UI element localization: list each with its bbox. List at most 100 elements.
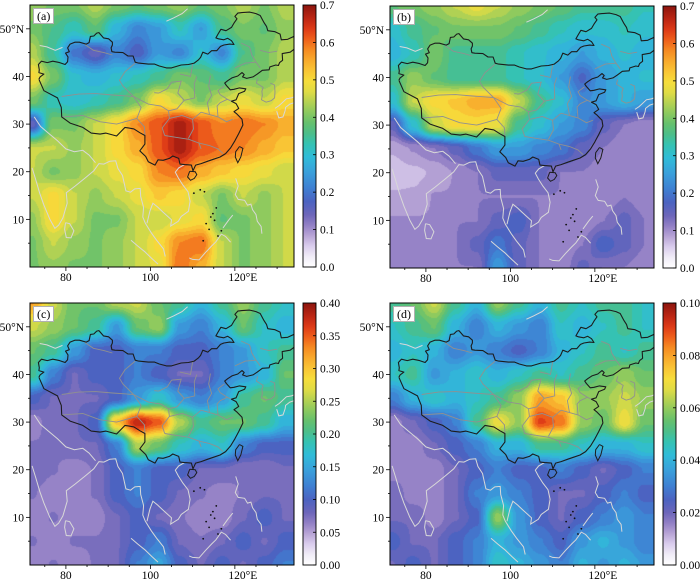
plot-frame <box>389 5 655 269</box>
svg-text:20: 20 <box>373 168 385 180</box>
china-outline <box>397 309 654 470</box>
axes <box>26 326 278 569</box>
svg-text:0.1: 0.1 <box>320 225 335 237</box>
svg-text:40: 40 <box>13 369 25 381</box>
colorbar: 0.0 0.1 0.2 0.3 0.4 0.5 0.6 0.7 <box>302 0 335 274</box>
axis-labels: 80 100 120°E 50°N 40 30 20 10 <box>360 322 618 582</box>
svg-text:0.3: 0.3 <box>680 151 695 163</box>
svg-text:40: 40 <box>373 369 385 381</box>
svg-text:0.05: 0.05 <box>320 527 340 539</box>
svg-text:50°N: 50°N <box>0 322 25 334</box>
map-borders <box>391 9 654 266</box>
svg-text:0.7: 0.7 <box>680 1 695 13</box>
svg-text:10: 10 <box>373 512 385 524</box>
axes <box>386 326 638 569</box>
svg-text:0.04: 0.04 <box>680 455 700 467</box>
panel-b: 80 100 120°E 50°N 40 30 20 10 0.0 0.1 0.2 0.3 0.4 0.5… <box>350 0 700 292</box>
svg-text:120°E: 120°E <box>588 273 617 285</box>
svg-text:80: 80 <box>60 570 72 582</box>
svg-text:10: 10 <box>13 214 25 226</box>
panel-label-a: (a) <box>33 8 55 24</box>
svg-text:100: 100 <box>142 272 160 284</box>
island-specks <box>552 189 583 243</box>
map-borders <box>391 306 654 563</box>
svg-text:100: 100 <box>502 570 520 582</box>
svg-text:50°N: 50°N <box>360 25 385 37</box>
svg-text:0.0: 0.0 <box>680 263 695 275</box>
svg-text:80: 80 <box>420 273 432 285</box>
svg-text:0.40: 0.40 <box>320 298 340 310</box>
svg-text:20: 20 <box>13 465 25 477</box>
svg-text:0.3: 0.3 <box>320 150 335 162</box>
svg-text:80: 80 <box>420 570 432 582</box>
svg-text:50°N: 50°N <box>0 24 25 36</box>
svg-text:0.15: 0.15 <box>320 462 340 474</box>
svg-text:0.4: 0.4 <box>320 112 335 124</box>
svg-text:0.08: 0.08 <box>680 350 700 362</box>
panel-d: 80 100 120°E 50°N 40 30 20 10 0.00 0.02 0.04 0.06 0.… <box>350 292 700 584</box>
island-specks <box>552 486 583 540</box>
svg-text:0.25: 0.25 <box>320 396 340 408</box>
svg-text:40: 40 <box>373 72 385 84</box>
svg-text:40: 40 <box>13 71 25 83</box>
panel-label-b: (b) <box>393 9 415 25</box>
svg-text:0.00: 0.00 <box>320 560 340 572</box>
svg-text:30: 30 <box>13 119 25 131</box>
svg-text:0.2: 0.2 <box>680 188 695 200</box>
plot-frame <box>29 4 295 268</box>
svg-text:20: 20 <box>13 167 25 179</box>
svg-text:0.35: 0.35 <box>320 331 340 343</box>
svg-text:80: 80 <box>60 272 72 284</box>
svg-text:10: 10 <box>13 512 25 524</box>
colorbar: 0.0 0.1 0.2 0.3 0.4 0.5 0.6 0.7 <box>662 1 695 275</box>
svg-text:0.30: 0.30 <box>320 364 340 376</box>
svg-text:20: 20 <box>373 465 385 477</box>
svg-text:120°E: 120°E <box>228 272 257 284</box>
colorbar: 0.00 0.05 0.10 0.15 0.20 0.25 0.30 0.35 0.40 <box>302 298 340 572</box>
axes <box>386 29 638 272</box>
svg-text:100: 100 <box>502 273 520 285</box>
map-overlay-d: 80 100 120°E50°N403020100.000.020.040.060.… <box>360 298 700 582</box>
svg-text:0.10: 0.10 <box>320 495 340 507</box>
china-outline <box>37 11 294 172</box>
map-overlay-a: 80 100 120°E 50°N 40 30 20 10 0.0 0.1 0.2 0.3 0.4 0.5… <box>0 0 335 284</box>
island-specks <box>192 486 223 540</box>
svg-text:100: 100 <box>142 570 160 582</box>
map-overlay-c: 80 100 120°E50°N403020100.000.050.100.150.… <box>0 298 340 582</box>
svg-text:120°E: 120°E <box>588 570 617 582</box>
svg-text:0.4: 0.4 <box>680 113 695 125</box>
svg-text:0.20: 0.20 <box>320 429 340 441</box>
china-outline <box>37 309 294 470</box>
svg-text:0.00: 0.00 <box>680 560 700 572</box>
svg-text:50°N: 50°N <box>360 322 385 334</box>
svg-text:0.7: 0.7 <box>320 0 335 12</box>
panel-label-c: (c) <box>33 306 55 322</box>
svg-text:30: 30 <box>373 120 385 132</box>
svg-text:0.2: 0.2 <box>320 187 335 199</box>
svg-text:0.10: 0.10 <box>680 298 700 310</box>
svg-text:0.02: 0.02 <box>680 508 700 520</box>
map-overlay-b: 80 100 120°E 50°N 40 30 20 10 0.0 0.1 0.2 0.3 0.4 0.5… <box>360 1 695 285</box>
island-specks <box>192 188 223 242</box>
map-borders <box>31 306 294 563</box>
axes <box>26 28 278 271</box>
svg-text:0.6: 0.6 <box>320 37 335 49</box>
axis-labels: 80 100 120°E 50°N 40 30 20 10 <box>360 25 618 285</box>
svg-text:120°E: 120°E <box>228 570 257 582</box>
panel-a: 80 100 120°E 50°N 40 30 20 10 0.0 0.1 0.2 0.3 0.4 0.5… <box>0 0 350 292</box>
axis-labels: 80 100 120°E 50°N 40 30 20 10 <box>0 24 257 284</box>
plot-frame <box>389 302 655 566</box>
svg-text:10: 10 <box>373 215 385 227</box>
colorbar: 0.00 0.02 0.04 0.06 0.08 0.10 <box>662 298 700 572</box>
svg-text:0.5: 0.5 <box>320 75 335 87</box>
svg-text:0.0: 0.0 <box>320 262 335 274</box>
panel-c: 80 100 120°E 50°N 40 30 20 10 0.00 0.05 0.10 0.15 0.… <box>0 292 350 584</box>
axis-labels: 80 100 120°E 50°N 40 30 20 10 <box>0 322 257 582</box>
svg-text:0.1: 0.1 <box>680 226 695 238</box>
map-borders <box>31 8 294 265</box>
svg-text:0.6: 0.6 <box>680 38 695 50</box>
svg-text:30: 30 <box>373 417 385 429</box>
svg-text:0.06: 0.06 <box>680 403 700 415</box>
panel-label-d: (d) <box>393 306 415 322</box>
